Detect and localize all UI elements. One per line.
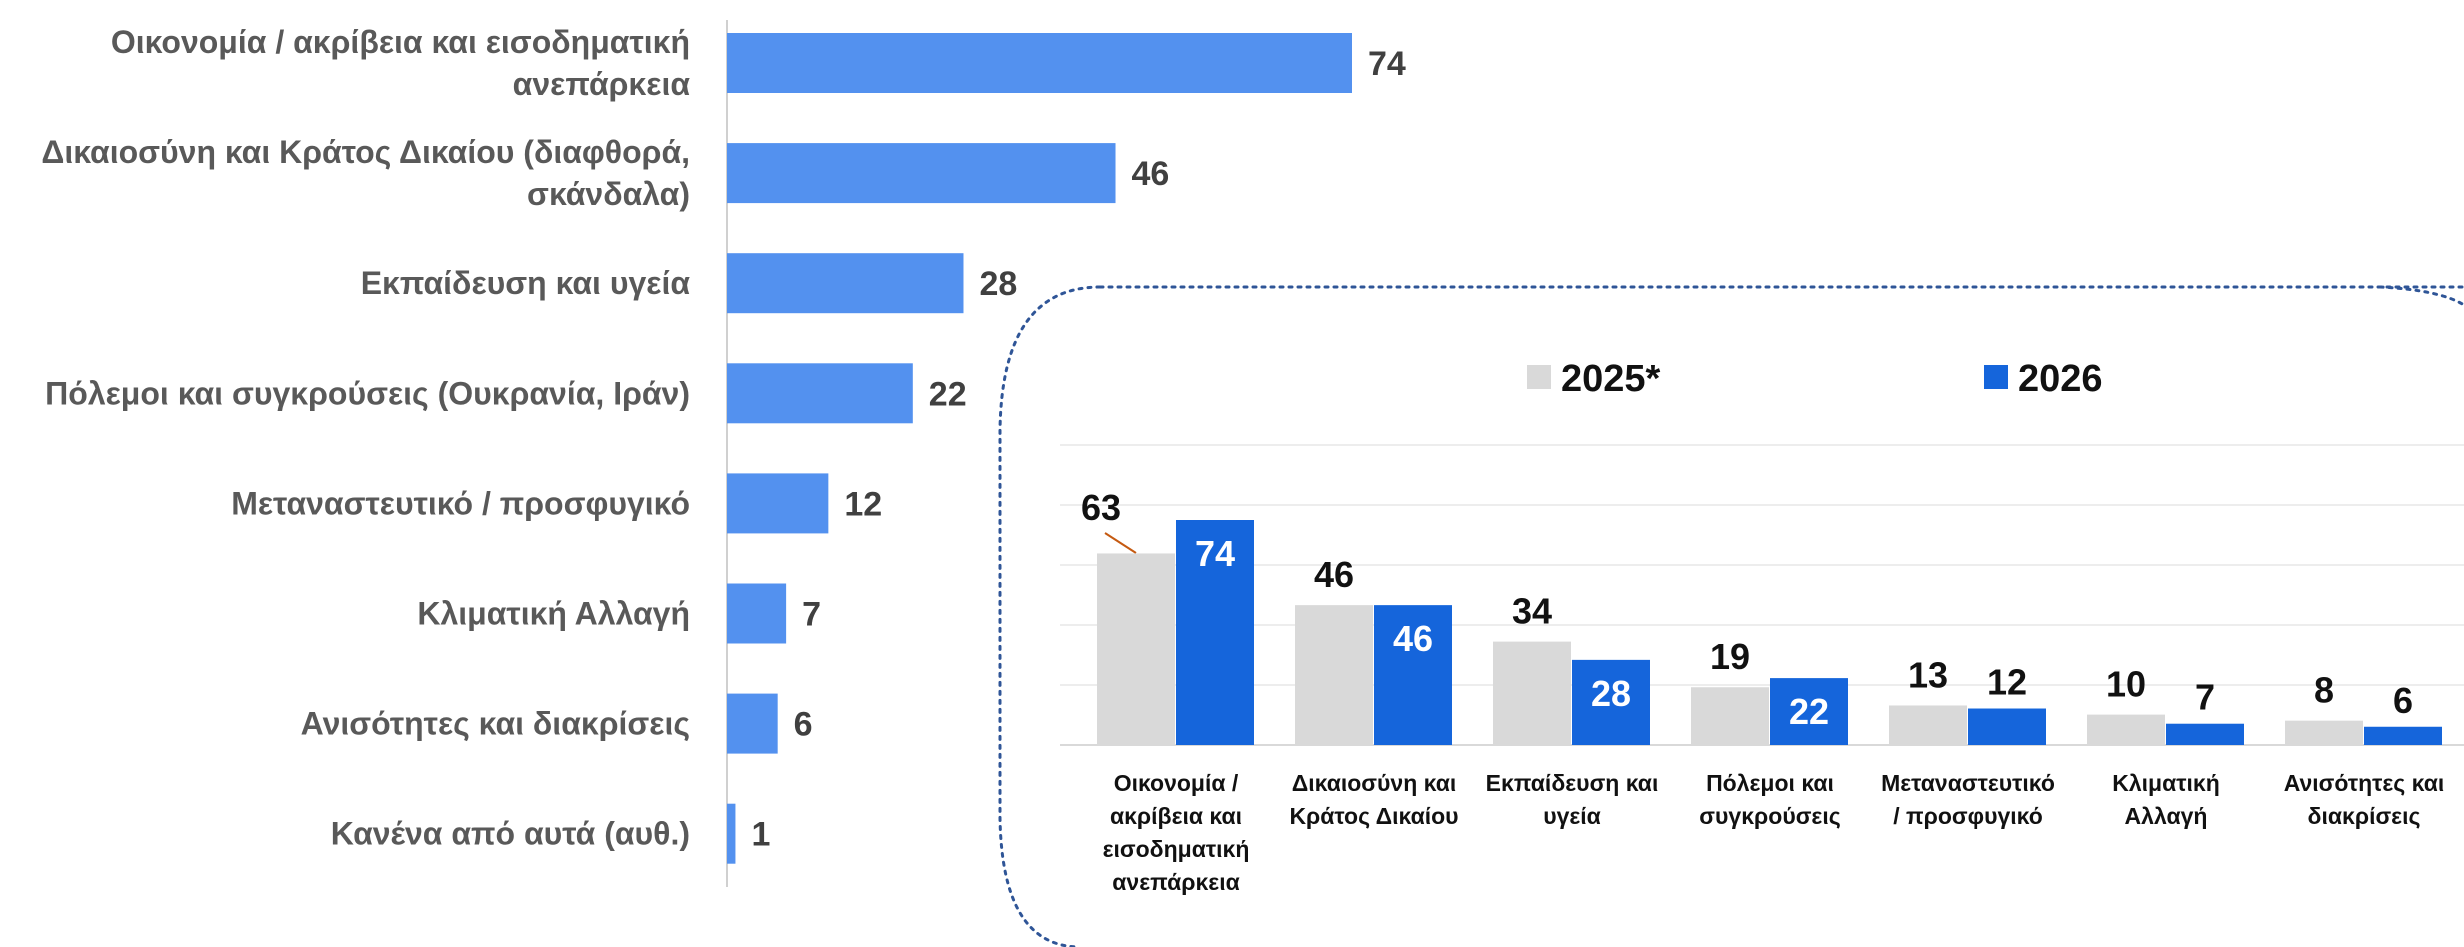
main-category-label-line: Μεταναστευτικό / προσφυγικό (231, 485, 690, 521)
main-category-label: Μεταναστευτικό / προσφυγικό (231, 485, 690, 521)
inset-category-label-line: Κράτος Δικαίου (1289, 803, 1458, 829)
inset-category-label-line: Μεταναστευτικό (1881, 770, 2055, 796)
main-category-label: Οικονομία / ακρίβεια και εισοδηματική ανε… (111, 24, 690, 102)
inset-category-label-line: ακρίβεια και (1110, 803, 1242, 829)
inset-category-label: Δικαιοσύνη και Κράτος Δικαίου (1289, 770, 1458, 829)
main-category-label: Κανένα από αυτά (αυθ.) (331, 816, 690, 852)
main-bar (727, 693, 778, 754)
inset-bar-2025 (1691, 687, 1769, 745)
main-bar (727, 253, 964, 314)
inset-value-label-2026: 12 (1987, 662, 2027, 703)
inset-bars-group: 63 74 Οικονομία / ακρίβεια και εισοδηματική α… (1060, 487, 2464, 895)
main-value-label: 7 (802, 596, 821, 634)
inset-bar-2025 (1493, 641, 1571, 745)
main-category-label: Πόλεμοι και συγκρούσεις (Ουκρανία, Ιράν) (45, 375, 690, 411)
main-value-label: 22 (929, 375, 967, 413)
legend-label-2026: 2026 (2018, 358, 2103, 400)
inset-value-label-2025: 13 (1908, 654, 1948, 695)
inset-bar-2025 (2285, 720, 2363, 745)
inset-bar-2025 (2087, 714, 2165, 745)
main-category-label-line: Δικαιοσύνη και Κράτος Δικαίου (διαφθορά, (41, 134, 690, 170)
main-category-label-line: σκάνδαλα) (527, 176, 690, 212)
inset-value-label-2026: 7 (2195, 677, 2215, 718)
legend-swatch-2026 (1984, 365, 2008, 389)
main-bar (727, 143, 1116, 204)
inset-bar-2025 (1097, 553, 1175, 745)
inset-category-label-line: ανεπάρκεια (1112, 869, 1239, 895)
main-category-label-line: ανεπάρκεια (513, 66, 691, 102)
inset-category-label: Ανισότητες και διακρίσεις (2284, 770, 2445, 829)
main-bars-group: 74 Οικονομία / ακρίβεια και εισοδηματική α… (41, 24, 1406, 864)
inset-value-label-2025: 63 (1081, 487, 1121, 528)
inset-value-label-2026: 74 (1195, 533, 1235, 574)
inset-bar-2026 (1572, 659, 1650, 745)
main-category-label-line: Εκπαίδευση και υγεία (361, 265, 691, 301)
main-category-label: Δικαιοσύνη και Κράτος Δικαίου (διαφθορά,… (41, 134, 690, 212)
main-category-label: Κλιματική Αλλαγή (417, 596, 690, 632)
main-value-label: 46 (1132, 155, 1170, 193)
inset-category-label-line: Αλλαγή (2125, 803, 2208, 829)
inset-value-label-2025: 19 (1710, 636, 1750, 677)
inset-category-label-line: Εκπαίδευση και (1486, 770, 1659, 796)
legend-swatch-2025 (1527, 365, 1551, 389)
inset-value-label-2026: 28 (1591, 673, 1631, 714)
inset-bar-2026 (1176, 520, 1254, 745)
inset-value-label-2025: 46 (1314, 554, 1354, 595)
inset-value-label-2026: 22 (1789, 691, 1829, 732)
inset-value-label-2025: 34 (1512, 591, 1552, 632)
inset-category-label: Πόλεμοι και συγκρούσεις (1699, 770, 1840, 829)
inset-bar-2026 (1374, 605, 1452, 745)
main-bar (727, 363, 913, 424)
inset-value-label-2026: 6 (2393, 680, 2413, 721)
inset-category-label-line: διακρίσεις (2308, 803, 2421, 829)
inset-category-label-line: συγκρούσεις (1699, 803, 1840, 829)
main-bar (727, 803, 736, 864)
inset-category-label-line: / προσφυγικό (1893, 803, 2043, 829)
inset-category-label: Εκπαίδευση και υγεία (1486, 770, 1659, 829)
inset-value-label-2025: 8 (2314, 670, 2334, 711)
inset-category-label: Μεταναστευτικό / προσφυγικό (1881, 770, 2055, 829)
inset-bar-2025 (1889, 705, 1967, 745)
inset-category-label-line: εισοδηματική (1103, 836, 1250, 862)
inset-category-label-line: Δικαιοσύνη και (1292, 770, 1457, 796)
main-value-label: 74 (1368, 45, 1406, 83)
legend: 2025* 2026 (1527, 358, 2103, 400)
inset-category-label-line: Ανισότητες και (2284, 770, 2445, 796)
main-bar (727, 473, 829, 534)
main-value-label: 1 (751, 816, 770, 854)
inset-category-label-line: Πόλεμοι και (1706, 770, 1834, 796)
main-value-label: 6 (794, 706, 813, 744)
inset-category-label-line: υγεία (1543, 803, 1601, 829)
main-category-label-line: Πόλεμοι και συγκρούσεις (Ουκρανία, Ιράν) (45, 375, 690, 411)
main-bar (727, 33, 1352, 93)
legend-label-2025: 2025* (1561, 358, 1661, 400)
inset-category-label-line: Κλιματική (2112, 770, 2220, 796)
inset-value-label-2026: 46 (1393, 618, 1433, 659)
inset-bar-2025 (1295, 605, 1373, 745)
inset-bar-2026 (2364, 726, 2442, 745)
main-value-label: 28 (979, 265, 1017, 303)
main-category-label: Εκπαίδευση και υγεία (361, 265, 691, 301)
inset-bar-2026 (1968, 708, 2046, 745)
main-category-label-line: Κλιματική Αλλαγή (417, 596, 690, 632)
inset-category-label-line: Οικονομία / (1114, 770, 1239, 796)
inset-leader-line (1104, 532, 1137, 554)
inset-panel-border (998, 285, 2464, 947)
inset-category-label: Οικονομία / ακρίβεια και εισοδηματική ανεπά… (1103, 770, 1250, 895)
main-category-label: Ανισότητες και διακρίσεις (301, 706, 690, 742)
inset-bar-2026 (2166, 723, 2244, 745)
inset-value-label-2025: 10 (2106, 664, 2146, 705)
main-category-label-line: Κανένα από αυτά (αυθ.) (331, 816, 690, 852)
inset-panel-border-right (2378, 285, 2464, 307)
inset-category-label: Κλιματική Αλλαγή (2112, 770, 2220, 829)
inset-bar-2026 (1770, 678, 1848, 745)
main-category-label-line: Οικονομία / ακρίβεια και εισοδηματική (111, 24, 690, 60)
inset-gridlines (1060, 444, 2464, 686)
main-category-label-line: Ανισότητες και διακρίσεις (301, 706, 690, 742)
main-value-label: 12 (844, 485, 882, 523)
main-bar (727, 583, 787, 644)
